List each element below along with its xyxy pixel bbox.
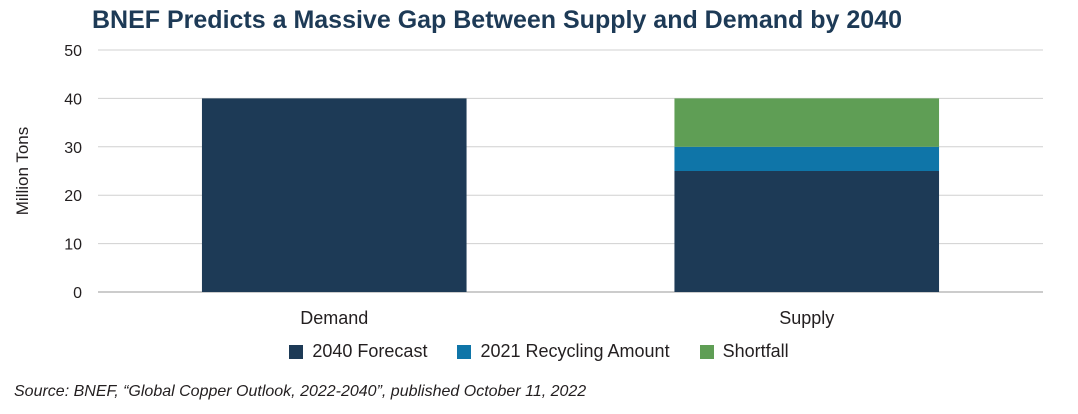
y-tick-label: 50 (64, 43, 82, 60)
stacked-bar-chart: 0 10 20 30 40 50 Million Tons Demand Supply (13, 43, 1043, 328)
x-category-label: Supply (779, 308, 834, 328)
y-tick-label: 10 (64, 237, 82, 254)
legend-swatch-recycling (457, 344, 472, 359)
y-tick-label: 30 (64, 140, 82, 157)
bar-supply-shortfall (674, 98, 940, 147)
legend-swatch-shortfall (699, 344, 714, 359)
y-axis-label: Million Tons (13, 127, 32, 216)
legend-label-forecast: 2040 Forecast (312, 341, 428, 361)
legend-item-recycling: 2021 Recycling Amount (457, 341, 670, 362)
legend-item-shortfall: Shortfall (699, 341, 789, 362)
bar-demand-2040-forecast (201, 98, 467, 293)
legend-swatch-forecast (289, 344, 304, 359)
x-category-label: Demand (300, 308, 368, 328)
y-tick-label: 20 (64, 188, 82, 205)
y-tick-label: 0 (73, 285, 82, 302)
legend: 2040 Forecast 2021 Recycling Amount Shor… (0, 341, 1078, 362)
legend-item-forecast: 2040 Forecast (289, 341, 427, 362)
bar-supply-2021-recycling-amount (674, 146, 940, 171)
chart-title: BNEF Predicts a Massive Gap Between Supp… (92, 6, 902, 34)
source-note: Source: BNEF, “Global Copper Outlook, 20… (14, 383, 587, 400)
y-tick-label: 40 (64, 91, 82, 108)
legend-label-recycling: 2021 Recycling Amount (480, 341, 670, 361)
legend-label-shortfall: Shortfall (722, 341, 789, 361)
bar-supply-2040-forecast (674, 171, 940, 292)
